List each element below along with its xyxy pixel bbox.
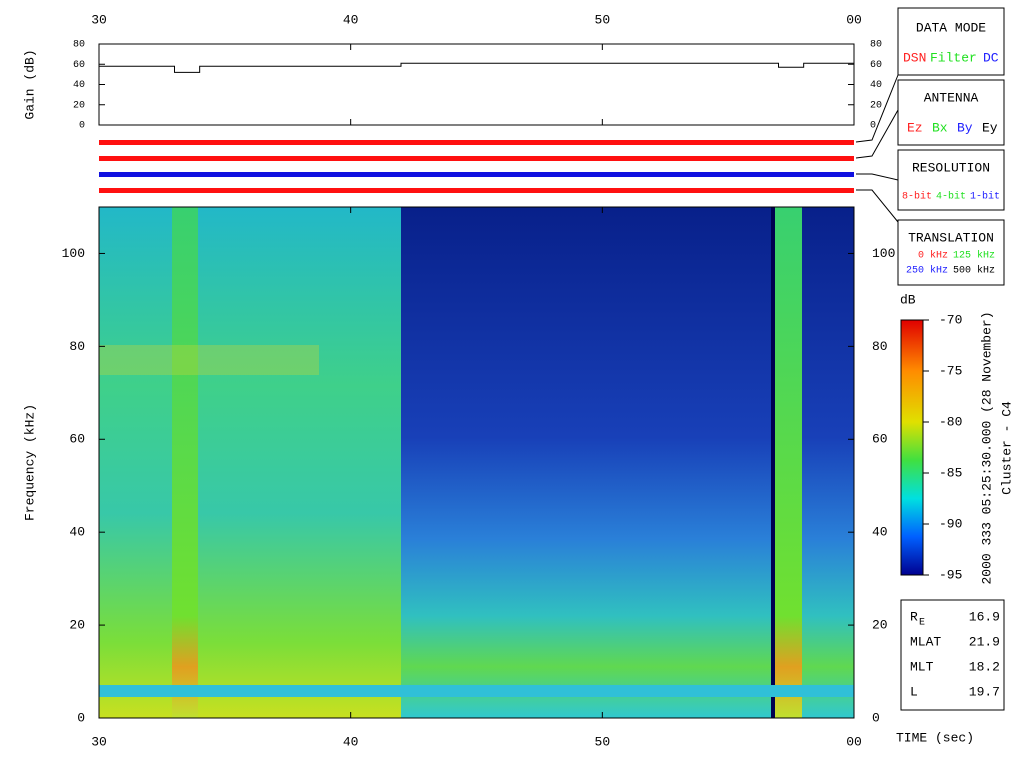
plot-frame xyxy=(98,43,855,126)
info-label: R xyxy=(910,609,918,624)
y-tick-label: 60 xyxy=(73,60,85,71)
colorbar-tick-label: -90 xyxy=(939,516,962,531)
panel-title: RESOLUTION xyxy=(912,160,990,175)
x-tick-label: 40 xyxy=(343,12,359,27)
y-tick-label: 40 xyxy=(872,525,888,540)
y-tick-label: 40 xyxy=(73,80,85,91)
annotation: 2000 333 05:25:30.000 (28 November) xyxy=(979,311,994,584)
panel-title: DATA MODE xyxy=(916,20,986,35)
spectrogram-image xyxy=(99,207,854,718)
y-tick-label: 20 xyxy=(872,618,888,633)
x-tick-label: 30 xyxy=(91,12,107,27)
y-tick-label: 100 xyxy=(872,246,895,261)
panel-item: Filter xyxy=(930,50,977,65)
side-panels: DATA MODE DSN Filter DC ANTENNA Ez Bx By… xyxy=(897,7,1005,286)
mode-bars xyxy=(99,74,899,223)
info-sub: E xyxy=(919,618,925,629)
y-tick-label: 0 xyxy=(872,710,880,725)
colorbar-tick-label: -75 xyxy=(939,363,962,378)
y-tick-label: 60 xyxy=(872,432,888,447)
panel-item: 250 kHz xyxy=(906,265,948,277)
info-value: 19.7 xyxy=(969,684,1000,699)
info-value: 18.2 xyxy=(969,659,1000,674)
panel-item: 1-bit xyxy=(970,191,1000,203)
panel-item: Bx xyxy=(932,120,948,135)
y-tick-label: 20 xyxy=(69,618,85,633)
colorbar xyxy=(900,319,924,576)
colorbar-label: dB xyxy=(900,292,916,307)
x-tick-label: 00 xyxy=(846,12,862,27)
panel-item: DSN xyxy=(903,50,926,65)
colorbar-tick-label: -80 xyxy=(939,414,962,429)
info-label: MLAT xyxy=(910,634,941,649)
panel-title: ANTENNA xyxy=(924,90,979,105)
y-tick-label: 100 xyxy=(62,246,85,261)
y-tick-label: 20 xyxy=(870,100,882,111)
y-tick-label: 40 xyxy=(69,525,85,540)
info-value: 16.9 xyxy=(969,609,1000,624)
colorbar-tick-label: -95 xyxy=(939,567,962,582)
spacecraft: Cluster - C4 xyxy=(999,401,1014,495)
x-tick-label: 50 xyxy=(595,734,611,749)
y-tick-label: 60 xyxy=(870,60,882,71)
info-label: L xyxy=(910,684,918,699)
y-tick-label: 80 xyxy=(69,339,85,354)
colorbar-tick-label: -70 xyxy=(939,312,962,327)
y-tick-label: 0 xyxy=(77,710,85,725)
panel-item: 4-bit xyxy=(936,191,966,203)
y-tick-label: 0 xyxy=(870,121,876,132)
panel-item: DC xyxy=(983,50,999,65)
y-axis-label: Gain (dB) xyxy=(22,49,37,119)
x-tick-label: 50 xyxy=(595,12,611,27)
panel-item: 125 kHz xyxy=(953,250,995,262)
panel-item: 500 kHz xyxy=(953,265,995,277)
info-value: 21.9 xyxy=(969,634,1000,649)
plot-frame xyxy=(98,206,855,719)
panel-item: 0 kHz xyxy=(918,250,948,262)
y-tick-label: 60 xyxy=(69,432,85,447)
y-tick-label: 0 xyxy=(79,121,85,132)
colorbar-tick-label: -85 xyxy=(939,465,962,480)
panel-item: 8-bit xyxy=(902,191,932,203)
y-tick-label: 80 xyxy=(872,339,888,354)
panel-title: TRANSLATION xyxy=(908,230,994,245)
y-tick-label: 80 xyxy=(870,40,882,51)
panel-item: Ey xyxy=(982,120,998,135)
y-tick-label: 40 xyxy=(870,80,882,91)
x-tick-label: 00 xyxy=(846,734,862,749)
info-label: MLT xyxy=(910,659,934,674)
info: R E 16.9 MLAT 21.9 MLT 18.2 L 19.7 xyxy=(910,609,1000,699)
x-axis-label: TIME (sec) xyxy=(896,730,974,745)
x-tick-label: 30 xyxy=(91,734,107,749)
y-tick-label: 80 xyxy=(73,40,85,51)
info-box xyxy=(900,599,1005,711)
y-axis-label: Frequency (kHz) xyxy=(22,404,37,521)
panel-item: By xyxy=(957,120,973,135)
x-tick-label: 40 xyxy=(343,734,359,749)
gain-line xyxy=(99,62,854,73)
panel-item: Ez xyxy=(907,120,923,135)
y-tick-label: 20 xyxy=(73,100,85,111)
